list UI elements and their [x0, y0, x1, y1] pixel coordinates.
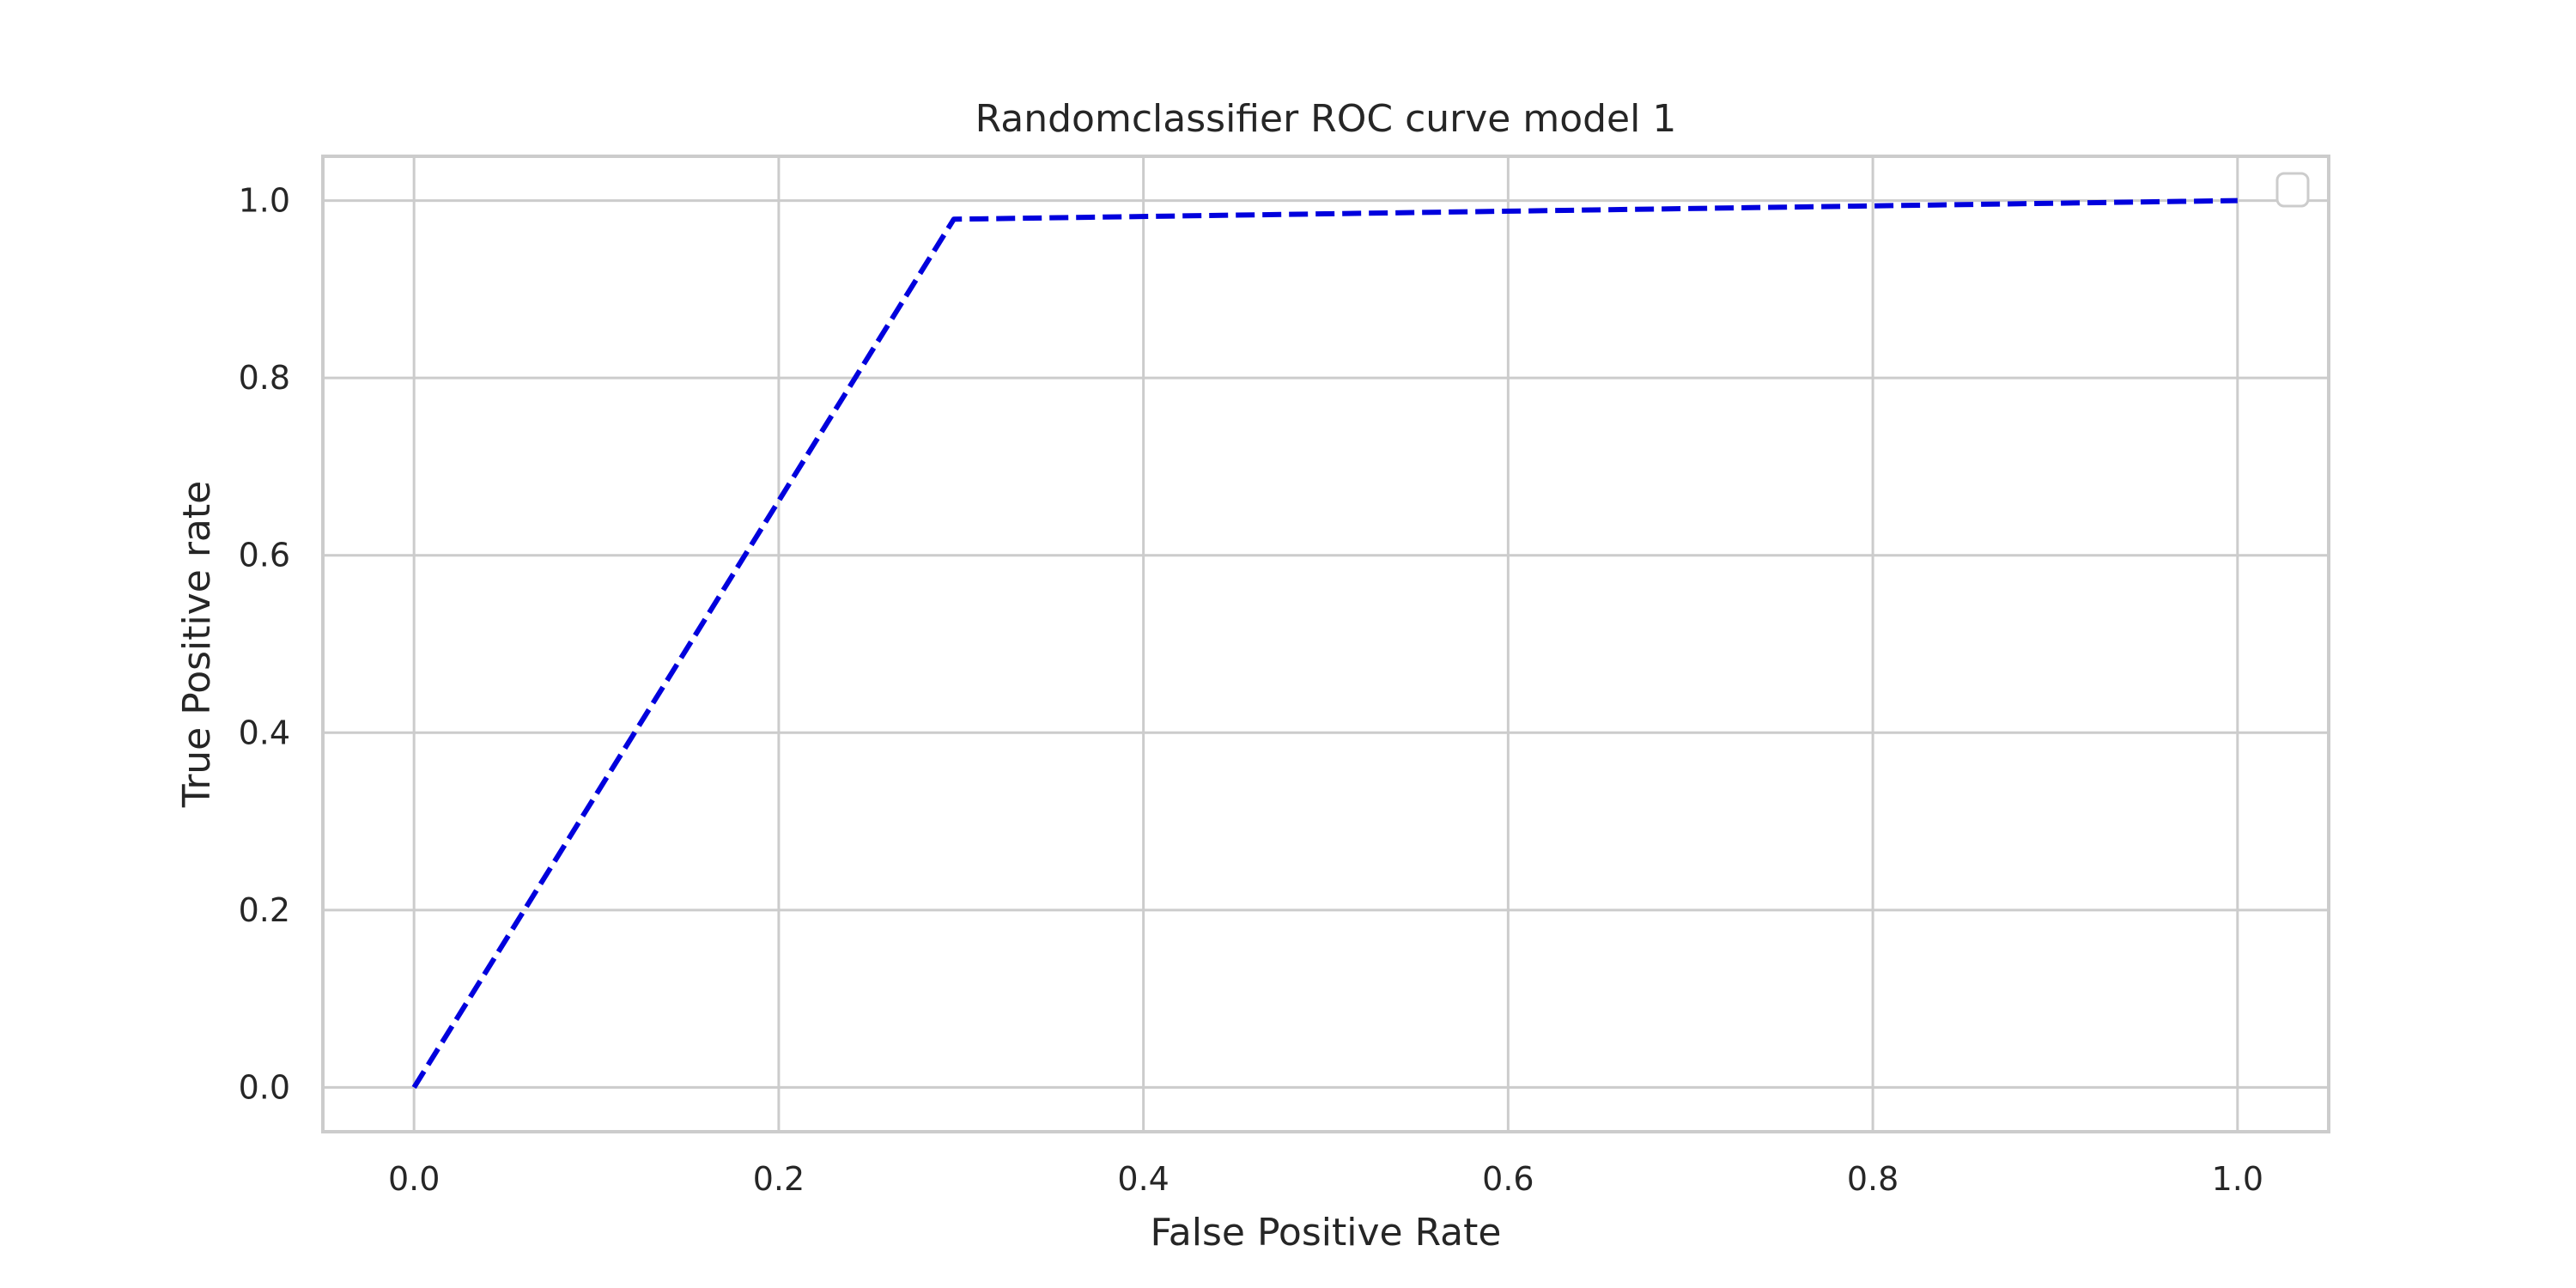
x-gridlines — [412, 156, 2239, 1132]
y-tick-labels: 0.0 0.2 0.4 0.6 0.8 1.0 — [239, 182, 290, 1107]
x-tick-labels: 0.0 0.2 0.4 0.6 0.8 1.0 — [388, 1160, 2263, 1198]
series-layer — [411, 197, 2238, 1089]
y-tick-label: 1.0 — [239, 182, 290, 220]
x-tick-label: 0.0 — [388, 1160, 440, 1198]
x-axis-label: False Positive Rate — [1151, 1211, 1502, 1255]
x-tick-label: 0.2 — [753, 1160, 805, 1198]
plot-area-frame — [321, 155, 2330, 1133]
y-tick-label: 0.8 — [239, 359, 290, 397]
y-gridlines — [323, 199, 2329, 1089]
y-tick-label: 0.0 — [239, 1068, 290, 1106]
x-tick-label: 0.4 — [1117, 1160, 1169, 1198]
y-tick-label: 0.4 — [239, 714, 290, 751]
x-tick-label: 0.8 — [1847, 1160, 1899, 1198]
roc-curve-line — [411, 197, 2238, 1089]
y-tick-label: 0.6 — [239, 537, 290, 574]
x-tick-label: 0.6 — [1482, 1160, 1534, 1198]
y-tick-label: 0.2 — [239, 891, 290, 929]
chart-title: Randomclassifier ROC curve model 1 — [975, 97, 1677, 141]
y-axis-label: True Positive rate — [175, 481, 219, 808]
x-tick-label: 1.0 — [2212, 1160, 2263, 1198]
legend-box — [2275, 172, 2310, 208]
